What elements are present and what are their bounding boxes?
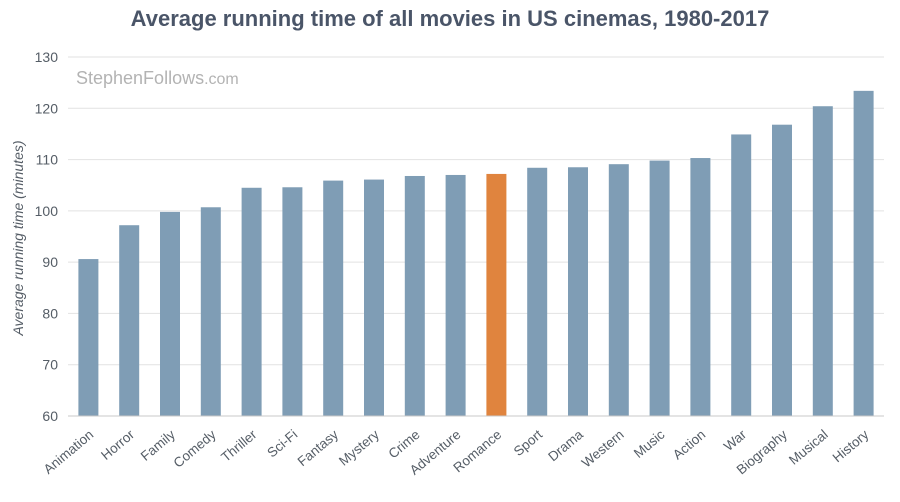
bar-thriller bbox=[241, 187, 262, 416]
bar-mystery bbox=[364, 179, 384, 416]
y-tick-label: 90 bbox=[42, 254, 58, 270]
bar-music bbox=[649, 160, 670, 416]
bar-crime bbox=[404, 175, 425, 416]
x-tick-label: War bbox=[721, 426, 750, 453]
x-tick-label: Music bbox=[631, 427, 668, 461]
grid-lines bbox=[68, 56, 884, 366]
x-tick-label: Mystery bbox=[336, 427, 382, 469]
y-axis: 60 70 80 90 100 110 120 130 bbox=[35, 49, 59, 424]
watermark-suffix: .com bbox=[204, 71, 239, 88]
y-tick-label: 120 bbox=[35, 100, 59, 116]
bar-adventure bbox=[445, 174, 466, 416]
x-tick-label: Thriller bbox=[218, 426, 260, 464]
bar-biography bbox=[772, 124, 792, 416]
bar-horror bbox=[119, 225, 140, 416]
bar-action bbox=[690, 158, 711, 417]
x-tick-label: Sci-Fi bbox=[264, 427, 300, 461]
x-tick-label: Action bbox=[670, 427, 708, 463]
bar-western bbox=[608, 164, 629, 416]
bar-romance bbox=[486, 173, 507, 416]
x-tick-label: Sport bbox=[511, 427, 546, 459]
watermark: StephenFollows.com bbox=[76, 68, 239, 88]
bar-comedy bbox=[200, 207, 221, 416]
bar-drama bbox=[568, 167, 588, 416]
x-tick-label: Animation bbox=[41, 427, 97, 477]
bar-fantasy bbox=[323, 180, 344, 416]
y-tick-label: 60 bbox=[42, 408, 58, 424]
bar-animation bbox=[78, 259, 99, 416]
y-tick-label: 70 bbox=[42, 357, 58, 373]
bar-musical bbox=[812, 106, 833, 416]
x-tick-label: Crime bbox=[386, 427, 423, 462]
bars bbox=[78, 90, 874, 417]
bar-sport bbox=[527, 167, 548, 416]
x-tick-label: Musical bbox=[786, 427, 831, 468]
y-tick-label: 100 bbox=[35, 203, 59, 219]
x-tick-label: History bbox=[830, 427, 872, 466]
chart-title: Average running time of all movies in US… bbox=[130, 6, 770, 31]
bar-sci-fi bbox=[282, 187, 303, 416]
watermark-brand: StephenFollows bbox=[76, 68, 204, 88]
y-tick-label: 110 bbox=[36, 152, 59, 168]
x-tick-label: Fantasy bbox=[295, 427, 342, 470]
bar-history bbox=[853, 90, 874, 416]
x-tick-label: Comedy bbox=[171, 427, 219, 471]
bar-war bbox=[731, 134, 752, 417]
y-tick-label: 130 bbox=[35, 49, 59, 65]
y-tick-label: 80 bbox=[42, 305, 58, 321]
x-tick-label: Horror bbox=[98, 426, 137, 462]
y-axis-title: Average running time (minutes) bbox=[10, 140, 26, 336]
x-tick-label: Western bbox=[579, 427, 627, 471]
bar-family bbox=[160, 211, 180, 416]
